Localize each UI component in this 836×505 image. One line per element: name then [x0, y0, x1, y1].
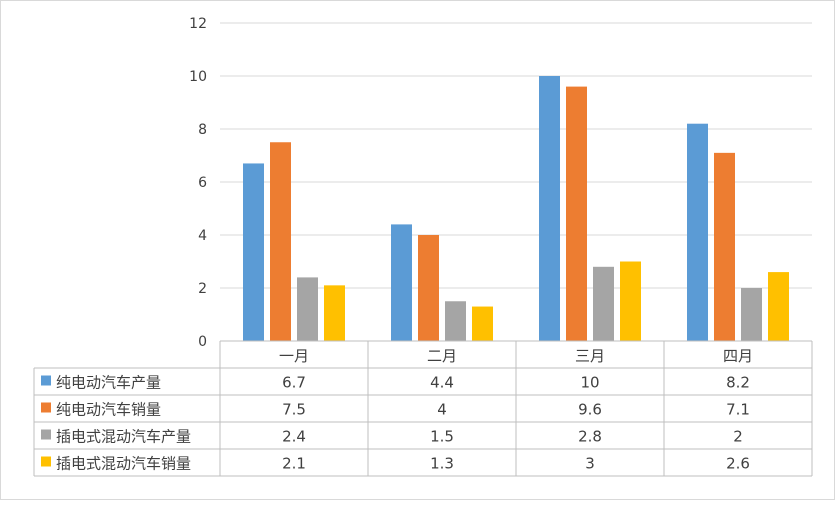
data-value: 2.4	[282, 428, 306, 446]
series-name: 插电式混动汽车产量	[56, 428, 191, 446]
data-value: 9.6	[578, 401, 602, 419]
category-label: 四月	[723, 347, 753, 365]
data-value: 1.3	[430, 455, 454, 473]
series-name: 纯电动汽车产量	[56, 374, 161, 392]
data-value: 4.4	[430, 374, 454, 392]
data-value: 7.5	[282, 401, 306, 419]
legend-key	[41, 402, 51, 413]
data-value: 3	[585, 455, 595, 473]
y-tick-label: 4	[198, 228, 207, 244]
y-tick-label: 6	[198, 175, 207, 191]
legend-key	[41, 456, 51, 467]
bar	[741, 288, 762, 341]
bar	[270, 142, 291, 341]
bar	[566, 86, 587, 341]
data-value: 2.6	[726, 455, 750, 473]
data-value: 1.5	[430, 428, 454, 446]
y-tick-label: 2	[198, 281, 207, 297]
series-name: 纯电动汽车销量	[56, 401, 161, 419]
category-label: 二月	[427, 347, 457, 365]
category-label: 一月	[279, 347, 309, 365]
y-tick-label: 0	[198, 334, 207, 350]
bar	[768, 272, 789, 341]
y-tick-label: 12	[189, 16, 207, 32]
bar	[593, 266, 614, 341]
data-value: 10	[580, 374, 599, 392]
bar	[714, 152, 735, 341]
data-value: 2	[733, 428, 743, 446]
y-tick-label: 10	[189, 69, 207, 85]
data-value: 2.1	[282, 455, 306, 473]
data-value: 7.1	[726, 401, 750, 419]
bar	[445, 301, 466, 341]
legend-key	[41, 429, 51, 440]
data-value: 8.2	[726, 374, 750, 392]
data-value: 4	[437, 401, 447, 419]
data-value: 2.8	[578, 428, 602, 446]
data-value: 6.7	[282, 374, 306, 392]
y-tick-label: 8	[198, 122, 207, 138]
bar	[324, 285, 345, 341]
legend-key	[41, 375, 51, 386]
bar	[687, 123, 708, 341]
bar	[472, 306, 493, 341]
bar	[539, 76, 560, 341]
bar	[620, 261, 641, 341]
bar	[243, 163, 264, 341]
bar	[297, 277, 318, 341]
bar	[391, 224, 412, 341]
series-name: 插电式混动汽车销量	[56, 455, 191, 473]
bar	[418, 235, 439, 341]
category-label: 三月	[575, 347, 605, 365]
